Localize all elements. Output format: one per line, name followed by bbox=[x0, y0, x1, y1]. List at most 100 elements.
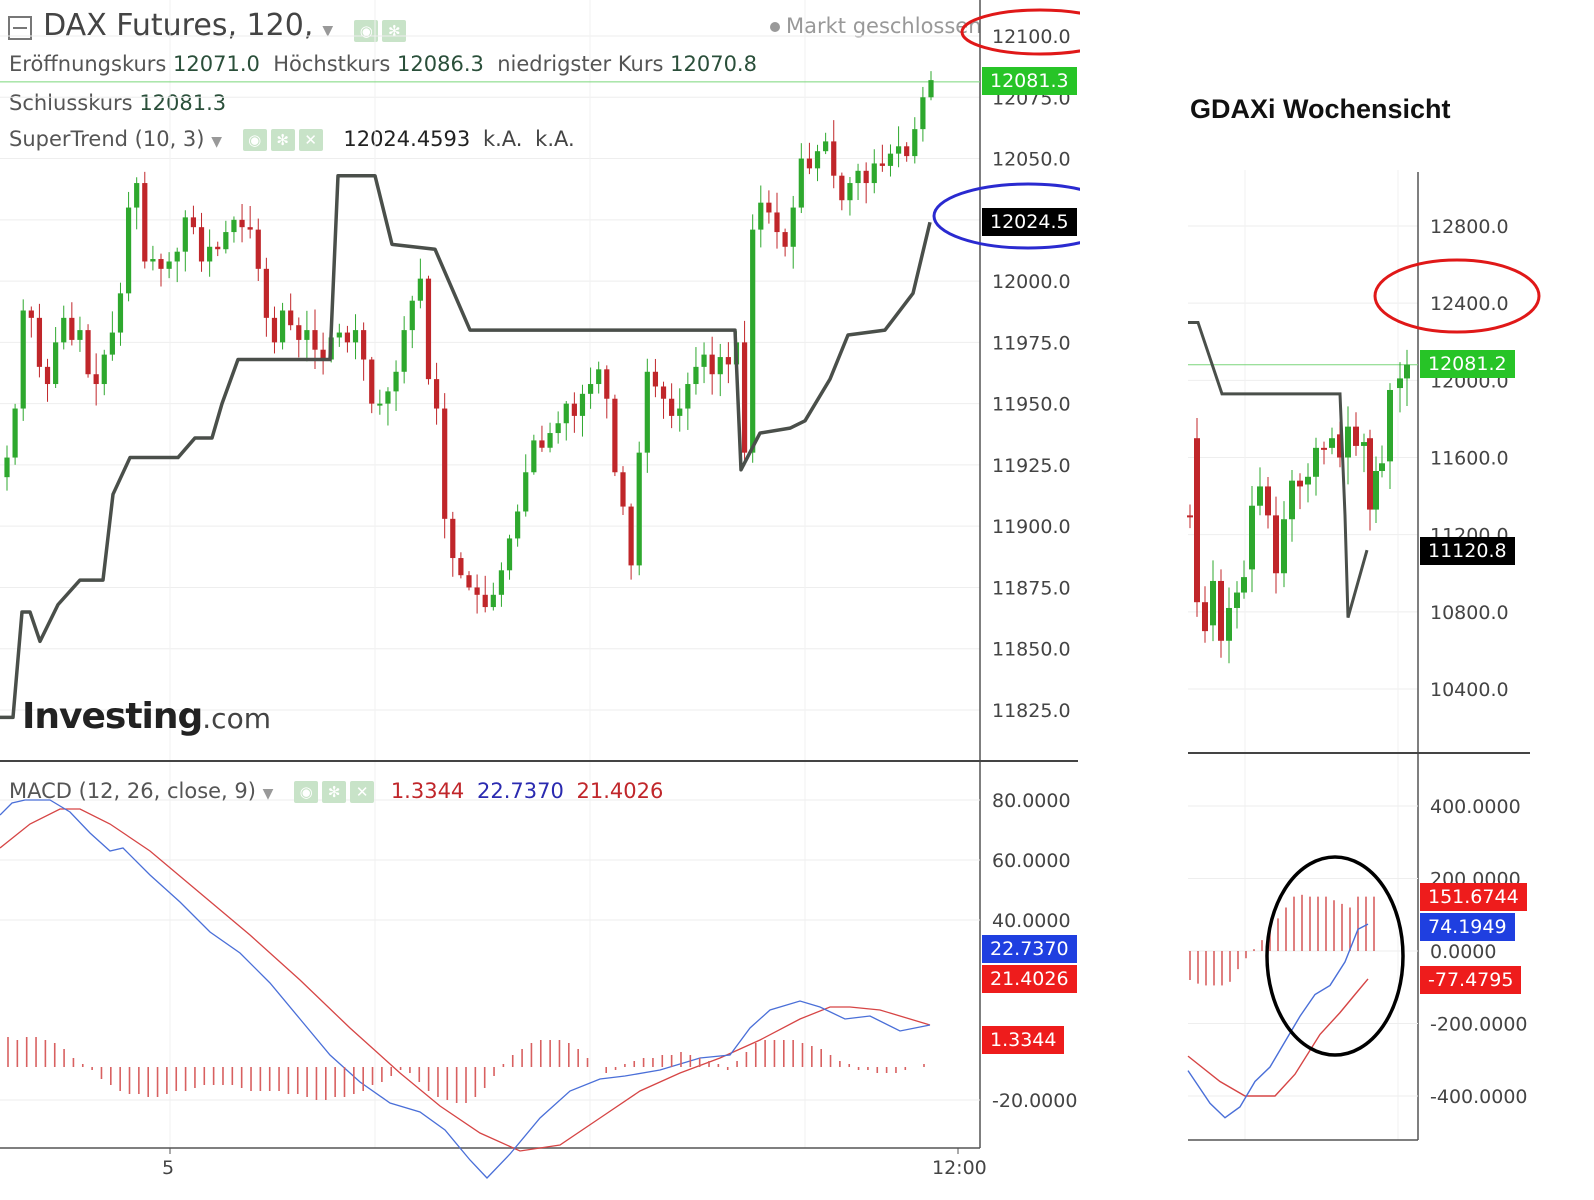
y-tick-label: 11900.0 bbox=[992, 516, 1071, 538]
close-value: 12081.3 bbox=[139, 91, 227, 115]
candle-body bbox=[790, 207, 796, 247]
candle-body bbox=[717, 357, 723, 375]
weekly-candle-body bbox=[1297, 480, 1303, 487]
weekly-y-tick-label: 10800.0 bbox=[1430, 602, 1509, 624]
weekly-hist-badge: 151.6744 bbox=[1420, 883, 1527, 911]
weekly-candle-body bbox=[1337, 434, 1343, 458]
weekly-candle-body bbox=[1187, 515, 1193, 518]
chevron-down-icon[interactable]: ▼ bbox=[262, 786, 274, 802]
candle-body bbox=[231, 219, 237, 233]
weekly-candle-body bbox=[1305, 476, 1311, 485]
candle-body bbox=[4, 457, 10, 478]
price-chart[interactable]: 12100.012075.012050.012025.012000.011975… bbox=[0, 0, 1080, 1200]
candle-body bbox=[847, 183, 853, 201]
weekly-candle-body bbox=[1329, 438, 1335, 448]
weekly-supertrend-badge: 11120.8 bbox=[1420, 537, 1515, 565]
weekly-supertrend-line bbox=[1188, 320, 1369, 619]
weekly-chart[interactable]: 12800.012400.012000.011600.011200.010800… bbox=[1180, 160, 1590, 1160]
macd-y-tick-label: 60.0000 bbox=[992, 850, 1071, 872]
candle-body bbox=[920, 97, 926, 130]
investing-watermark: Investing.com bbox=[22, 696, 271, 737]
ohlc-row: Eröffnungskurs 12071.0 Höchstkurs 12086.… bbox=[9, 52, 757, 76]
candle-body bbox=[531, 440, 537, 473]
macd-y-tick-label: 40.0000 bbox=[992, 910, 1071, 932]
macd-line-badge: 22.7370 bbox=[982, 935, 1077, 963]
candle-body bbox=[669, 398, 675, 416]
weekly-macd-badge: 74.1949 bbox=[1420, 913, 1515, 941]
candle-body bbox=[587, 384, 594, 394]
symbol-title[interactable]: DAX Futures, 120, bbox=[43, 8, 314, 43]
candle-body bbox=[417, 278, 423, 301]
candle-body bbox=[401, 330, 407, 372]
eye-icon[interactable]: ◉ bbox=[242, 129, 267, 151]
candle-body bbox=[506, 538, 513, 571]
weekly-candle-body bbox=[1210, 580, 1216, 626]
candle-body bbox=[612, 398, 618, 473]
candle-body bbox=[823, 141, 829, 152]
gear-icon[interactable]: ✻ bbox=[322, 781, 347, 803]
candle-body bbox=[498, 570, 505, 595]
candle-body bbox=[798, 158, 804, 208]
candle-body bbox=[450, 518, 456, 559]
candle-body bbox=[563, 403, 569, 424]
macd-hist-value: 1.3344 bbox=[390, 779, 465, 803]
weekly-price-badge: 12081.2 bbox=[1420, 350, 1515, 378]
macd-y-tick-label: 80.0000 bbox=[992, 790, 1071, 812]
candle-body bbox=[482, 594, 488, 608]
candle-body bbox=[12, 408, 18, 458]
macd-y-tick-label: -20.0000 bbox=[992, 1090, 1077, 1112]
candle-body bbox=[361, 330, 367, 360]
weekly-candle-body bbox=[1234, 592, 1240, 608]
close-icon[interactable]: ✕ bbox=[298, 129, 323, 151]
x-tick-label: 12:00 bbox=[932, 1157, 987, 1179]
candle-body bbox=[725, 357, 731, 365]
candle-body bbox=[644, 371, 650, 453]
candle-body bbox=[547, 433, 553, 448]
collapse-icon[interactable] bbox=[8, 15, 32, 40]
candle-body bbox=[109, 332, 115, 355]
candle-body bbox=[215, 246, 221, 250]
candle-body bbox=[579, 393, 586, 416]
weekly-y-tick-label: 10400.0 bbox=[1430, 679, 1509, 701]
close-icon[interactable]: ✕ bbox=[350, 781, 375, 803]
market-status: Markt geschlossen bbox=[770, 14, 982, 38]
candle-body bbox=[101, 354, 107, 385]
annotation-ellipse-blue bbox=[932, 182, 1080, 250]
gear-icon[interactable]: ✻ bbox=[270, 129, 295, 151]
macd-label[interactable]: MACD (12, 26, close, 9) bbox=[9, 779, 256, 803]
candle-body bbox=[134, 183, 140, 208]
candle-body bbox=[85, 330, 91, 375]
candle-body bbox=[515, 511, 521, 539]
candle-body bbox=[247, 227, 253, 230]
candle-body bbox=[77, 330, 83, 340]
candle-body bbox=[458, 558, 464, 576]
chevron-down-icon[interactable]: ▼ bbox=[211, 134, 222, 150]
candle-body bbox=[604, 369, 610, 399]
supertrend-label[interactable]: SuperTrend (10, 3) bbox=[9, 127, 205, 151]
macd-line bbox=[0, 799, 931, 1179]
candle-body bbox=[596, 369, 602, 385]
candle-body bbox=[928, 80, 934, 98]
weekly-y-tick-label: 11600.0 bbox=[1430, 448, 1509, 470]
weekly-y-tick-label: 12800.0 bbox=[1430, 216, 1509, 238]
close-row: Schlusskurs 12081.3 bbox=[9, 91, 226, 115]
y-tick-label: 11850.0 bbox=[992, 639, 1071, 661]
y-tick-label: 11925.0 bbox=[992, 455, 1071, 477]
weekly-candle-body bbox=[1367, 438, 1373, 510]
weekly-candle-body bbox=[1289, 480, 1295, 520]
candle-body bbox=[701, 354, 707, 367]
candle-body bbox=[312, 330, 318, 350]
status-dot-icon bbox=[770, 22, 780, 32]
weekly-candle-body bbox=[1273, 515, 1279, 574]
candle-body bbox=[523, 472, 529, 512]
candle-body bbox=[855, 170, 861, 184]
supertrend-na-2: k.A. bbox=[535, 127, 575, 151]
candle-body bbox=[288, 310, 294, 326]
chevron-down-icon[interactable]: ▼ bbox=[322, 23, 334, 39]
macd-legend: MACD (12, 26, close, 9) ▼ ◉ ✻ ✕ 1.3344 22.… bbox=[9, 779, 663, 803]
weekly-macd-tick-label: 0.0000 bbox=[1430, 941, 1496, 963]
eye-icon[interactable]: ◉ bbox=[294, 781, 319, 803]
candle-body bbox=[628, 506, 634, 566]
candle-body bbox=[409, 300, 415, 331]
candle-body bbox=[385, 391, 391, 404]
